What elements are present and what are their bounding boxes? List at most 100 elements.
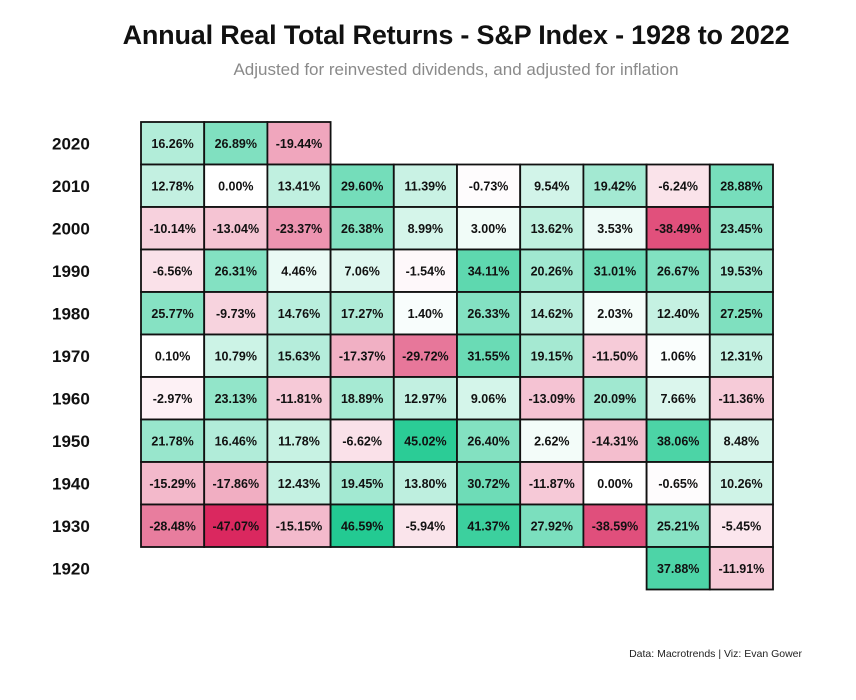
cell-value-label: 26.40% xyxy=(467,434,509,448)
cell-value-label: -9.73% xyxy=(216,307,256,321)
cell-value-label: -17.86% xyxy=(213,477,260,491)
cell-value-label: 37.88% xyxy=(657,562,699,576)
heatmap-cell xyxy=(708,206,774,251)
cell-value-label: 0.00% xyxy=(597,477,632,491)
heatmap-cell xyxy=(645,333,711,378)
heatmap-cell xyxy=(645,503,711,548)
heatmap-cell xyxy=(266,461,332,506)
cell-value-label: 30.72% xyxy=(467,477,509,491)
heatmap-cell xyxy=(140,121,206,166)
cell-value-label: -13.09% xyxy=(529,392,576,406)
cell-value-label: -14.31% xyxy=(592,434,639,448)
decade-label: 2020 xyxy=(52,134,90,153)
cell-value-label: 2.62% xyxy=(534,434,569,448)
heatmap-cell xyxy=(140,206,206,251)
heatmap-cell xyxy=(329,248,395,293)
cell-value-label: 13.80% xyxy=(404,477,446,491)
cell-value-label: 26.38% xyxy=(341,222,383,236)
cell-value-label: 3.00% xyxy=(471,222,506,236)
decade-label: 1950 xyxy=(52,432,90,451)
cell-value-label: 15.63% xyxy=(278,349,320,363)
cell-value-label: 7.66% xyxy=(660,392,695,406)
cell-value-label: -11.36% xyxy=(718,392,764,406)
cell-value-label: 21.78% xyxy=(151,434,193,448)
data-source-caption: Data: Macrotrends | Viz: Evan Gower xyxy=(629,648,802,660)
heatmap-cell xyxy=(519,418,585,463)
cell-value-label: 1.40% xyxy=(408,307,443,321)
cell-value-label: 10.79% xyxy=(215,349,257,363)
cell-value-label: 25.21% xyxy=(657,519,699,533)
cell-value-label: 7.06% xyxy=(344,264,379,278)
cell-value-label: 2.03% xyxy=(597,307,632,321)
cell-value-label: 46.59% xyxy=(341,519,383,533)
decade-label: 1970 xyxy=(52,347,90,366)
heatmap-cell xyxy=(392,163,458,208)
cell-value-label: 11.78% xyxy=(278,434,320,448)
cell-value-label: -6.56% xyxy=(153,264,193,278)
heatmap-cell xyxy=(392,206,458,251)
cell-value-label: -13.04% xyxy=(213,222,260,236)
cell-value-label: -0.73% xyxy=(469,179,509,193)
decade-label: 1990 xyxy=(52,262,90,281)
heatmap-cell xyxy=(140,418,206,463)
heatmap-cell xyxy=(203,503,269,548)
cell-value-label: 23.45% xyxy=(720,222,762,236)
cell-value-label: -2.97% xyxy=(153,392,193,406)
heatmap-cell xyxy=(266,206,332,251)
heatmap-cell xyxy=(708,163,774,208)
cell-value-label: 34.11% xyxy=(468,264,510,278)
cell-value-label: 10.26% xyxy=(720,477,762,491)
heatmap-cell xyxy=(708,418,774,463)
cell-value-label: -6.24% xyxy=(658,179,698,193)
decade-label: 2000 xyxy=(52,219,90,238)
heatmap-cell xyxy=(708,503,774,548)
heatmap-cell xyxy=(329,206,395,251)
cell-value-label: 20.09% xyxy=(594,392,636,406)
cell-value-label: -28.48% xyxy=(149,519,196,533)
cell-value-label: 12.40% xyxy=(657,307,699,321)
cell-value-label: -10.14% xyxy=(149,222,196,236)
cell-value-label: 28.88% xyxy=(720,179,762,193)
heatmap-cell xyxy=(582,248,648,293)
decade-label: 1960 xyxy=(52,389,90,408)
cell-value-label: -5.45% xyxy=(722,519,762,533)
cell-value-label: 4.46% xyxy=(281,264,316,278)
heatmap-cell xyxy=(582,376,648,421)
cell-value-label: 14.62% xyxy=(531,307,573,321)
cell-value-label: -38.59% xyxy=(592,519,639,533)
heatmap-cell xyxy=(266,333,332,378)
decade-label: 2010 xyxy=(52,177,90,196)
cell-value-label: 3.53% xyxy=(597,222,632,236)
cell-value-label: -19.44% xyxy=(276,137,323,151)
heatmap-cell xyxy=(456,206,522,251)
cell-value-label: 12.78% xyxy=(151,179,193,193)
cell-value-label: 29.60% xyxy=(341,179,383,193)
cell-value-label: 0.00% xyxy=(218,179,253,193)
heatmap-cell xyxy=(329,418,395,463)
cell-value-label: 14.76% xyxy=(278,307,320,321)
heatmap-cell xyxy=(140,503,206,548)
cell-value-label: 31.01% xyxy=(594,264,636,278)
heatmap-cell xyxy=(140,291,206,336)
cell-value-label: 19.42% xyxy=(594,179,636,193)
heatmap-cell xyxy=(456,376,522,421)
cell-value-label: 12.43% xyxy=(278,477,320,491)
heatmap-cell xyxy=(329,376,395,421)
cell-value-label: 19.53% xyxy=(720,264,762,278)
cell-value-label: 27.25% xyxy=(720,307,762,321)
heatmap-cell xyxy=(203,418,269,463)
cell-value-label: -38.49% xyxy=(655,222,702,236)
cell-value-label: 0.10% xyxy=(155,349,190,363)
cell-value-label: -11.91% xyxy=(718,562,764,576)
heatmap-cell xyxy=(582,333,648,378)
cell-value-label: 41.37% xyxy=(467,519,509,533)
cell-value-label: -5.94% xyxy=(406,519,446,533)
heatmap-cell xyxy=(645,206,711,251)
heatmap-cell xyxy=(456,418,522,463)
cell-value-label: 31.55% xyxy=(467,349,509,363)
chart-subtitle: Adjusted for reinvested dividends, and a… xyxy=(233,60,679,79)
cell-value-label: 9.06% xyxy=(471,392,506,406)
cell-value-label: -11.87% xyxy=(529,477,575,491)
heatmap-cell xyxy=(392,503,458,548)
heatmap-cell xyxy=(266,376,332,421)
